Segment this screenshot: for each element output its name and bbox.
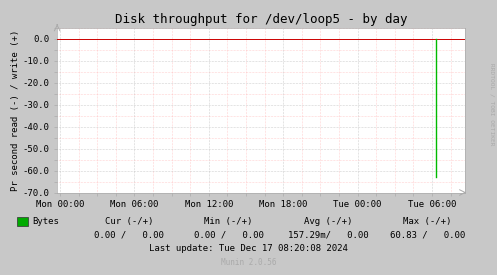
Text: Munin 2.0.56: Munin 2.0.56: [221, 258, 276, 267]
Text: 60.83 /   0.00: 60.83 / 0.00: [390, 231, 465, 240]
Text: Min (-/+): Min (-/+): [204, 217, 253, 226]
Text: 157.29m/   0.00: 157.29m/ 0.00: [288, 231, 368, 240]
Title: Disk throughput for /dev/loop5 - by day: Disk throughput for /dev/loop5 - by day: [115, 13, 407, 26]
Text: Cur (-/+): Cur (-/+): [105, 217, 154, 226]
Text: Bytes: Bytes: [32, 217, 59, 226]
Text: RRDTOOL / TOBI OETIKER: RRDTOOL / TOBI OETIKER: [490, 63, 495, 146]
Y-axis label: Pr second read (-) / write (+): Pr second read (-) / write (+): [11, 29, 20, 191]
Text: 0.00 /   0.00: 0.00 / 0.00: [194, 231, 263, 240]
Text: Last update: Tue Dec 17 08:20:08 2024: Last update: Tue Dec 17 08:20:08 2024: [149, 244, 348, 253]
Text: Avg (-/+): Avg (-/+): [304, 217, 352, 226]
Text: 0.00 /   0.00: 0.00 / 0.00: [94, 231, 164, 240]
Text: Max (-/+): Max (-/+): [403, 217, 452, 226]
